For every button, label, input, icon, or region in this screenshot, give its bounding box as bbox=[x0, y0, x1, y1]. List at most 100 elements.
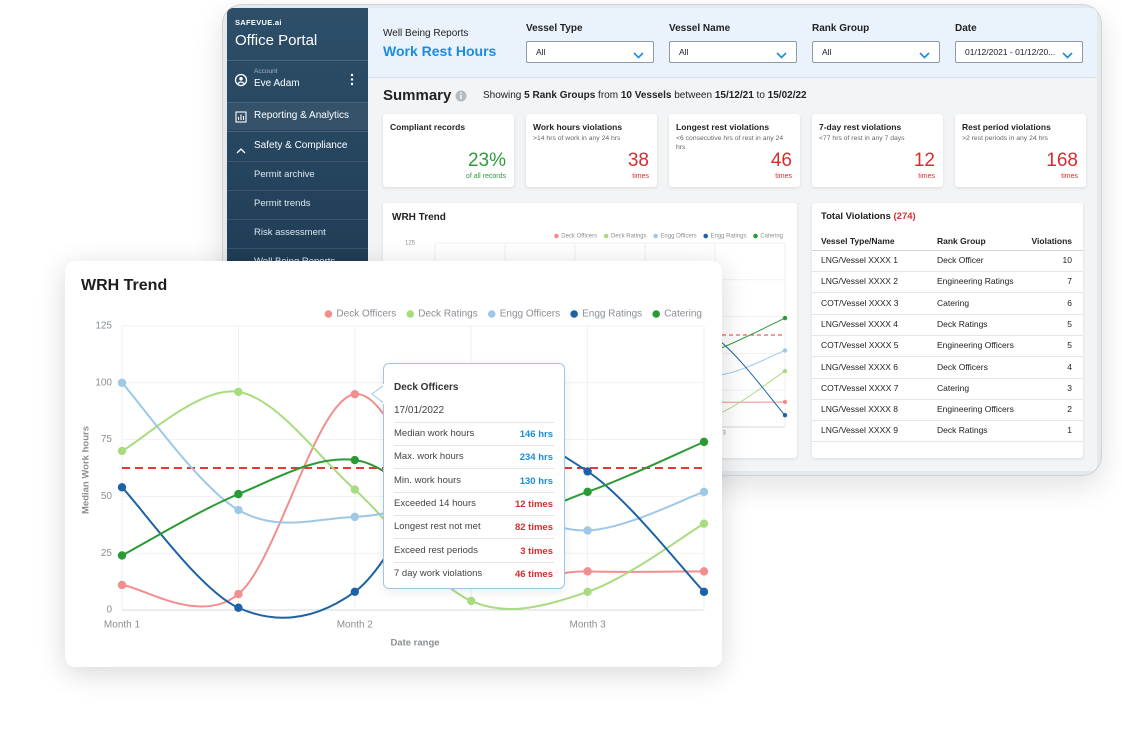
tooltip-value: 46 times bbox=[514, 568, 553, 580]
row-divider bbox=[812, 398, 1083, 400]
table-cell: 2 bbox=[1067, 404, 1072, 415]
table-cell: COT/Vessel XXXX 7 bbox=[821, 382, 899, 393]
info-icon bbox=[455, 89, 467, 107]
summary-title: Summary bbox=[383, 87, 452, 104]
tooltip-value: 82 times bbox=[514, 522, 553, 534]
table-cell: 4 bbox=[1067, 361, 1072, 372]
dropdown-value: All bbox=[679, 47, 689, 57]
kpi-unit: times bbox=[918, 173, 935, 180]
analytics-icon bbox=[235, 110, 247, 128]
chevron-up-glyph bbox=[236, 148, 246, 154]
violations-card: Total Violations (274) Vessel Type/Name Ra… bbox=[812, 203, 1083, 458]
menu-item[interactable]: Reporting & Analytics bbox=[254, 110, 350, 121]
tooltip-label: Median work hours bbox=[394, 428, 475, 439]
table-cell: Engineering Ratings bbox=[937, 276, 1014, 287]
table-cell: 1 bbox=[1067, 425, 1072, 436]
dropdown[interactable]: All bbox=[812, 41, 940, 63]
submenu-item[interactable]: Permit trends bbox=[254, 198, 311, 209]
tooltip-divider bbox=[394, 491, 554, 493]
table-cell: 6 bbox=[1067, 297, 1072, 308]
info-icon-glyph bbox=[455, 90, 467, 102]
divider bbox=[812, 250, 1083, 251]
tooltip-label: Min. work hours bbox=[394, 474, 462, 486]
dropdown-value: All bbox=[822, 47, 832, 57]
table-cell: Engineering Officers bbox=[937, 340, 1014, 351]
table-cell: Deck Officers bbox=[937, 361, 988, 372]
row-divider bbox=[812, 377, 1083, 379]
divider bbox=[227, 102, 368, 103]
chevron-up bbox=[236, 142, 246, 160]
account-icon-glyph bbox=[234, 73, 248, 87]
kpi-subtitle: >14 hrs of work in any 24 hrs bbox=[533, 135, 621, 142]
table-cell: Deck Officer bbox=[937, 255, 984, 265]
portal-title: Office Portal bbox=[235, 32, 318, 49]
kpi-subtitle: <6 consecutive hrs of rest in any 24 hrs bbox=[676, 135, 784, 151]
table-cell: 3 bbox=[1067, 382, 1072, 393]
table-cell: Catering bbox=[937, 382, 970, 393]
table-cell: Catering bbox=[937, 297, 970, 308]
kpi-value: 168 bbox=[1046, 150, 1078, 171]
column-header: Violations bbox=[1031, 236, 1072, 246]
trend-title-back: WRH Trend bbox=[392, 212, 446, 223]
kpi-subtitle: >2 rest periods in any 24 hrs bbox=[962, 135, 1048, 142]
kpi-unit: times bbox=[775, 173, 792, 180]
note-part: to bbox=[753, 90, 768, 101]
tooltip-label: Exceeded 14 hours bbox=[394, 497, 476, 509]
table-cell: LNG/Vessel XXXX 2 bbox=[821, 276, 899, 287]
note-part: from bbox=[595, 90, 621, 101]
dropdown-chevron-glyph bbox=[776, 52, 787, 59]
menu-active-band bbox=[227, 103, 368, 130]
table-cell: 5 bbox=[1067, 340, 1072, 351]
analytics-icon-glyph bbox=[235, 111, 247, 123]
submenu-item[interactable]: Permit archive bbox=[254, 169, 315, 180]
note-part: Showing bbox=[483, 90, 525, 101]
tooltip-value: 234 hrs bbox=[519, 452, 553, 464]
filter-label: Rank Group bbox=[812, 23, 870, 34]
row-divider bbox=[812, 356, 1083, 358]
dropdown[interactable]: All bbox=[669, 41, 797, 63]
dropdown-chevron bbox=[1062, 47, 1073, 65]
tooltip-divider bbox=[394, 422, 554, 423]
divider bbox=[227, 190, 368, 191]
dropdown-value: All bbox=[536, 47, 546, 57]
tooltip-label: 7 day work violations bbox=[394, 567, 483, 579]
table-cell: Deck Ratings bbox=[937, 318, 988, 329]
violations-total: (274) bbox=[893, 211, 916, 222]
kpi-card: Longest rest violations <6 consecutive hr… bbox=[669, 114, 800, 187]
kpi-title: 7-day rest violations bbox=[819, 122, 902, 132]
divider bbox=[227, 60, 368, 61]
note-part: 10 Vessels bbox=[620, 90, 672, 101]
tooltip-divider bbox=[394, 445, 554, 446]
tooltip-divider bbox=[394, 468, 554, 470]
column-header: Rank Group bbox=[937, 236, 986, 246]
kpi-value: 38 bbox=[627, 150, 649, 171]
page-title: Work Rest Hours bbox=[383, 43, 497, 59]
tooltip-label: Exceed rest periods bbox=[394, 544, 478, 556]
kpi-title: Work hours violations bbox=[533, 122, 623, 132]
menu-item[interactable]: Safety & Compliance bbox=[254, 140, 348, 151]
divider bbox=[227, 161, 368, 162]
table-cell: COT/Vessel XXXX 5 bbox=[821, 340, 899, 351]
filter-label: Vessel Name bbox=[669, 23, 731, 34]
tooltip-divider bbox=[394, 538, 554, 540]
row-divider bbox=[812, 420, 1083, 422]
tooltip-divider bbox=[394, 514, 554, 516]
note-part: 15/02/22 bbox=[767, 90, 807, 101]
tooltip: Deck Officers 17/01/2022 Median work hours… bbox=[383, 363, 565, 589]
dropdown-chevron bbox=[633, 47, 644, 65]
dropdown-value: 01/12/2021 - 01/12/20... bbox=[965, 47, 1056, 57]
table-cell: 10 bbox=[1062, 255, 1072, 265]
dropdown[interactable]: 01/12/2021 - 01/12/20... bbox=[955, 41, 1083, 63]
table-cell: LNG/Vessel XXXX 8 bbox=[821, 404, 899, 415]
note-part: between bbox=[671, 90, 715, 101]
dropdown[interactable]: All bbox=[526, 41, 654, 63]
submenu-item[interactable]: Risk assessment bbox=[254, 227, 326, 238]
table-cell: LNG/Vessel XXXX 1 bbox=[821, 255, 899, 265]
dropdown-chevron-glyph bbox=[919, 52, 930, 59]
filter-label: Vessel Type bbox=[526, 23, 583, 34]
row-divider bbox=[812, 313, 1083, 315]
summary-note: Showing 5 Rank Groups from 10 Vessels be… bbox=[483, 90, 807, 101]
